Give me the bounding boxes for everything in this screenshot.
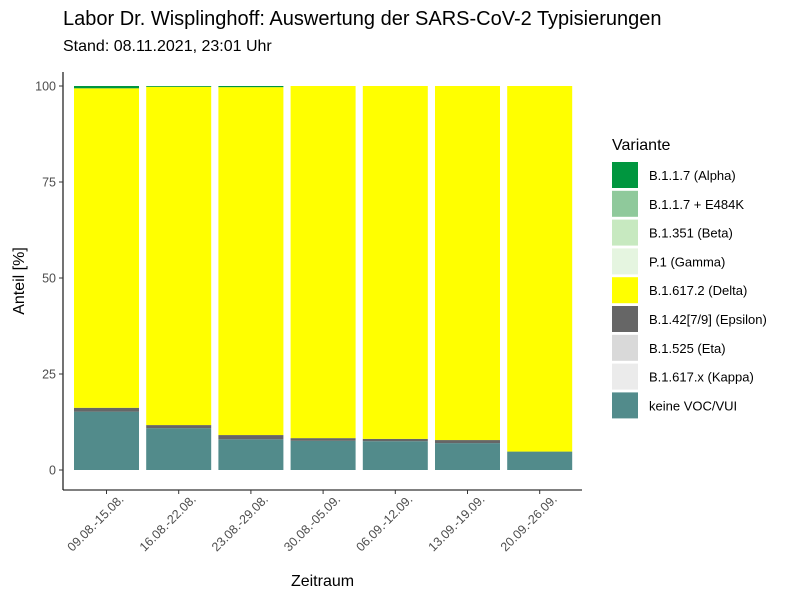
bar-segment: [74, 407, 139, 412]
bar-segment: [435, 440, 500, 444]
bar-segment: [290, 440, 356, 470]
x-axis-title: Zeitraum: [291, 573, 354, 590]
x-tick-label: 06.09.-12.09.: [353, 492, 415, 554]
legend-key: [612, 248, 638, 275]
bar-segment: [435, 86, 500, 441]
legend-title: Variante: [612, 137, 671, 154]
legend-key: [612, 277, 638, 304]
bar-segment: [74, 411, 139, 470]
bar-segment: [218, 435, 284, 440]
bars-group: [74, 86, 573, 470]
y-axis-title: Anteil [%]: [11, 247, 28, 315]
x-tick-label: 13.09.-19.09.: [426, 492, 488, 554]
x-tick-label: 30.08.-05.09.: [281, 492, 343, 554]
y-tick-label: 100: [35, 80, 56, 94]
legend-label: B.1.617.x (Kappa): [649, 370, 754, 385]
legend-label: P.1 (Gamma): [649, 254, 725, 269]
legend-key: [612, 306, 638, 332]
y-tick-label: 75: [42, 176, 56, 190]
legend-label: B.1.42[7/9] (Epsilon): [649, 312, 767, 327]
x-tick-label: 20.09.-26.09.: [498, 492, 560, 554]
chart-title: Labor Dr. Wisplinghoff: Auswertung der S…: [63, 8, 662, 30]
legend-key: [612, 219, 638, 246]
bar-segment: [507, 451, 573, 470]
y-tick-label: 0: [49, 464, 56, 478]
bar-segment: [218, 439, 284, 470]
legend: Variante B.1.1.7 (Alpha) B.1.1.7 + E484K B.…: [612, 137, 767, 419]
bar-segment: [362, 86, 428, 439]
bar-segment: [74, 86, 139, 89]
legend-label: B.1.617.2 (Delta): [649, 283, 747, 298]
bar-segment: [218, 87, 284, 436]
legend-label: B.1.351 (Beta): [649, 226, 733, 241]
legend-label: B.1.525 (Eta): [649, 341, 726, 356]
y-tick-label: 50: [42, 272, 56, 286]
legend-key: [612, 334, 638, 361]
legend-label: B.1.1.7 + E484K: [649, 197, 744, 212]
bar-segment: [218, 86, 284, 88]
y-tick-label: 25: [42, 368, 56, 382]
bar-segment: [290, 86, 356, 439]
bar-segment: [362, 441, 428, 470]
chart-subtitle: Stand: 08.11.2021, 23:01 Uhr: [63, 38, 272, 55]
x-tick-label: 16.08.-22.08.: [137, 492, 199, 554]
legend-key: [612, 162, 638, 188]
legend-key: [612, 392, 638, 419]
bar-segment: [146, 86, 212, 426]
bar-segment: [146, 86, 212, 87]
bar-segment: [74, 88, 139, 408]
bar-segment: [362, 438, 428, 442]
bar-segment: [507, 86, 573, 452]
bar-segment: [435, 443, 500, 470]
x-tick-label: 23.08.-29.08.: [209, 492, 271, 554]
legend-label: keine VOC/VUI: [649, 398, 737, 413]
legend-key: [612, 190, 638, 217]
bar-segment: [146, 425, 212, 429]
legend-label: B.1.1.7 (Alpha): [649, 168, 736, 183]
legend-key: [612, 363, 638, 390]
bar-segment: [290, 438, 356, 441]
bar-segment: [146, 428, 212, 470]
x-tick-label: 09.08.-15.08.: [65, 492, 127, 554]
